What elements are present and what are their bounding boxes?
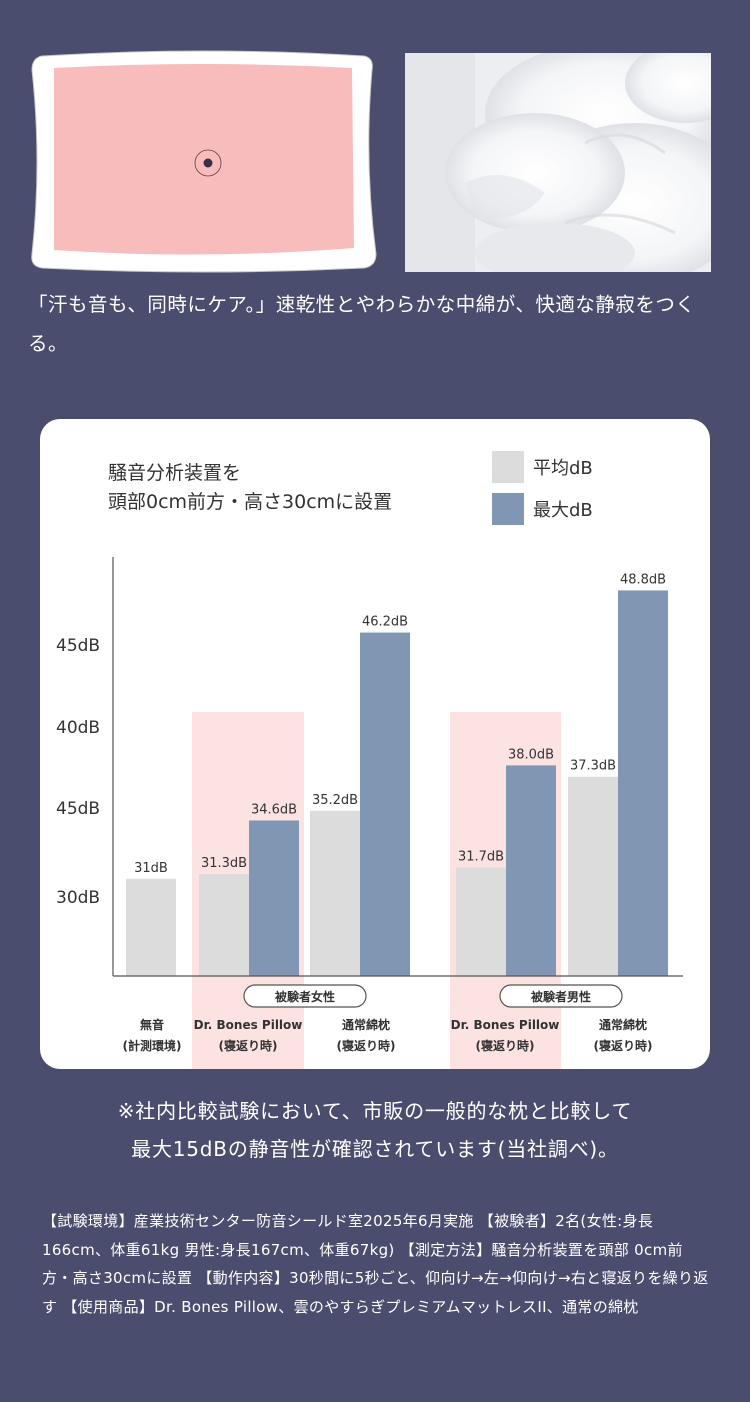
noise-chart: 騒音分析装置を 頭部0cm前方・高さ30cmに設置 平均dB 最大dB 45dB… xyxy=(56,451,683,1069)
bar-max xyxy=(360,632,410,976)
comparison-note: ※社内比較試験において、市販の一般的な枕と比較して 最大15dBの静音性が確認さ… xyxy=(40,1092,710,1168)
category-label: Dr. Bones Pillow xyxy=(194,1018,303,1032)
legend-label-max: 最大dB xyxy=(533,500,593,521)
bar-avg xyxy=(456,867,506,976)
bars-group xyxy=(126,590,668,976)
y-tick-label: 45dB xyxy=(56,636,100,656)
bar-max xyxy=(506,765,556,976)
bar-value-label: 31.3dB xyxy=(201,856,247,871)
pillow-image xyxy=(28,48,378,276)
bar-max xyxy=(249,820,299,976)
category-sublabel: (寝返り時) xyxy=(594,1038,653,1053)
intro-text: 「汗も音も、同時にケア。」速乾性とやわらかな中綿が、快適な静寂をつくる。 xyxy=(28,293,696,355)
y-tick-label: 40dB xyxy=(56,718,100,738)
y-tick-label: 30dB xyxy=(56,888,100,908)
legend-label-avg: 平均dB xyxy=(533,458,593,479)
chart-title-line1: 騒音分析装置を xyxy=(108,462,241,484)
subject-pill-male xyxy=(499,984,623,1008)
note-line: 最大15dBの静音性が確認されています(当社調べ)。 xyxy=(131,1137,619,1161)
chart-title-line2: 頭部0cm前方・高さ30cmに設置 xyxy=(108,491,392,513)
category-label: Dr. Bones Pillow xyxy=(451,1018,560,1032)
test-conditions-text: 【試験環境】産業技術センター防音シールド室2025年6月実施 【被験者】2名(女… xyxy=(42,1212,709,1316)
category-sublabel: (計測環境) xyxy=(123,1038,182,1053)
legend-swatch-max xyxy=(492,493,524,525)
bar-value-label: 37.3dB xyxy=(570,759,616,774)
category-sublabel: (寝返り時) xyxy=(476,1038,535,1053)
bar-max xyxy=(618,590,668,976)
legend-swatch-avg xyxy=(492,451,524,483)
subject-label-female: 被験者女性 xyxy=(275,989,335,1004)
subject-label-male: 被験者男性 xyxy=(531,989,591,1004)
bar-labels-group: 31dB 31.3dB 34.6dB 35.2dB 46.2dB 31.7dB 38.0dB… xyxy=(134,572,666,875)
subject-pill-female xyxy=(243,984,367,1008)
category-label: 無音 xyxy=(140,1017,164,1032)
y-tick-label: 45dB xyxy=(56,799,100,819)
category-sublabel: (寝返り時) xyxy=(337,1038,396,1053)
bar-value-label: 31dB xyxy=(134,861,168,876)
bar-value-label: 31.7dB xyxy=(458,849,504,864)
cotton-filling-image xyxy=(405,53,711,272)
bar-value-label: 46.2dB xyxy=(362,615,408,630)
bar-avg xyxy=(568,776,618,976)
category-label: 通常綿枕 xyxy=(599,1017,647,1032)
note-line: ※社内比較試験において、市販の一般的な枕と比較して xyxy=(117,1099,633,1123)
bar-avg xyxy=(126,878,176,976)
bar-value-label: 48.8dB xyxy=(620,572,666,587)
bar-avg xyxy=(199,873,249,976)
bar-value-label: 35.2dB xyxy=(312,793,358,808)
bar-value-label: 38.0dB xyxy=(508,747,554,762)
category-sublabel: (寝返り時) xyxy=(219,1038,278,1053)
noise-chart-card: 騒音分析装置を 頭部0cm前方・高さ30cmに設置 平均dB 最大dB 45dB… xyxy=(40,419,710,1069)
bar-value-label: 34.6dB xyxy=(251,802,297,817)
category-label: 通常綿枕 xyxy=(342,1017,390,1032)
bar-avg xyxy=(310,810,360,976)
